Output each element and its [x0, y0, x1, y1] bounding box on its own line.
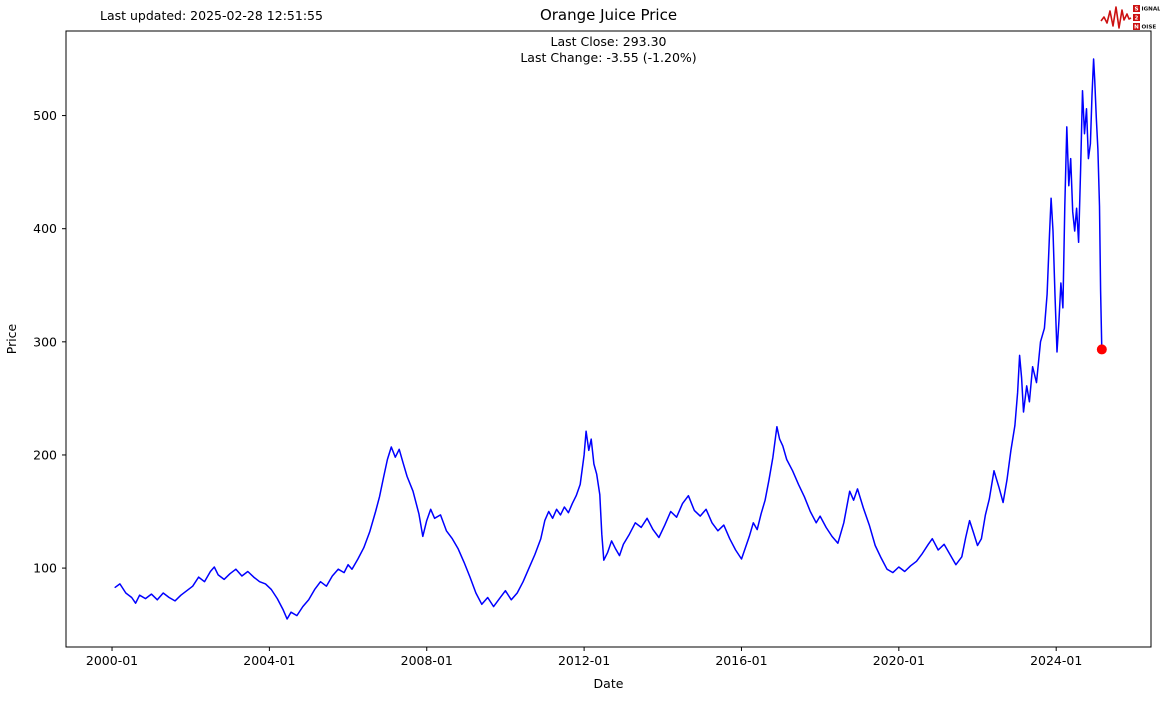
- y-tick-label: 300: [33, 334, 57, 349]
- last-close-text: Last Close: 293.30: [550, 34, 667, 49]
- last-point-marker: [1096, 344, 1107, 355]
- page-title: Orange Juice Price: [539, 6, 678, 24]
- price-line: [114, 58, 1103, 620]
- logo-letter-box: [1133, 23, 1140, 30]
- logo-word-signal-initial: S: [1134, 7, 1138, 13]
- y-axis-label: Price: [4, 323, 19, 354]
- logo-word-signal-rest: IGNAL: [1142, 7, 1160, 13]
- y-tick-label: 500: [33, 108, 57, 123]
- y-tick-label: 400: [33, 221, 57, 236]
- x-tick-label: 2020-01: [873, 653, 925, 668]
- x-axis-label: Date: [594, 676, 624, 691]
- x-tick-label: 2012-01: [558, 653, 610, 668]
- y-tick-label: 200: [33, 447, 57, 462]
- logo-letter-box: [1133, 14, 1140, 21]
- y-tick-label: 100: [33, 561, 57, 576]
- logo-word-noise-initial: N: [1134, 25, 1139, 31]
- x-tick-label: 2004-01: [243, 653, 295, 668]
- x-tick-label: 2008-01: [401, 653, 453, 668]
- last-change-text: Last Change: -3.55 (-1.20%): [520, 50, 697, 65]
- logo-word-2-initial: 2: [1135, 16, 1139, 22]
- plot-border: [65, 30, 1152, 648]
- logo-letter-box: [1133, 5, 1140, 12]
- x-tick-label: 2024-01: [1030, 653, 1082, 668]
- logo-word-noise-rest: OISE: [1142, 25, 1157, 31]
- x-tick-label: 2000-01: [86, 653, 138, 668]
- ecg-waveform-icon: [1100, 6, 1132, 29]
- last-updated-text: Last updated: 2025-02-28 12:51:55: [100, 8, 323, 23]
- x-tick-label: 2016-01: [715, 653, 767, 668]
